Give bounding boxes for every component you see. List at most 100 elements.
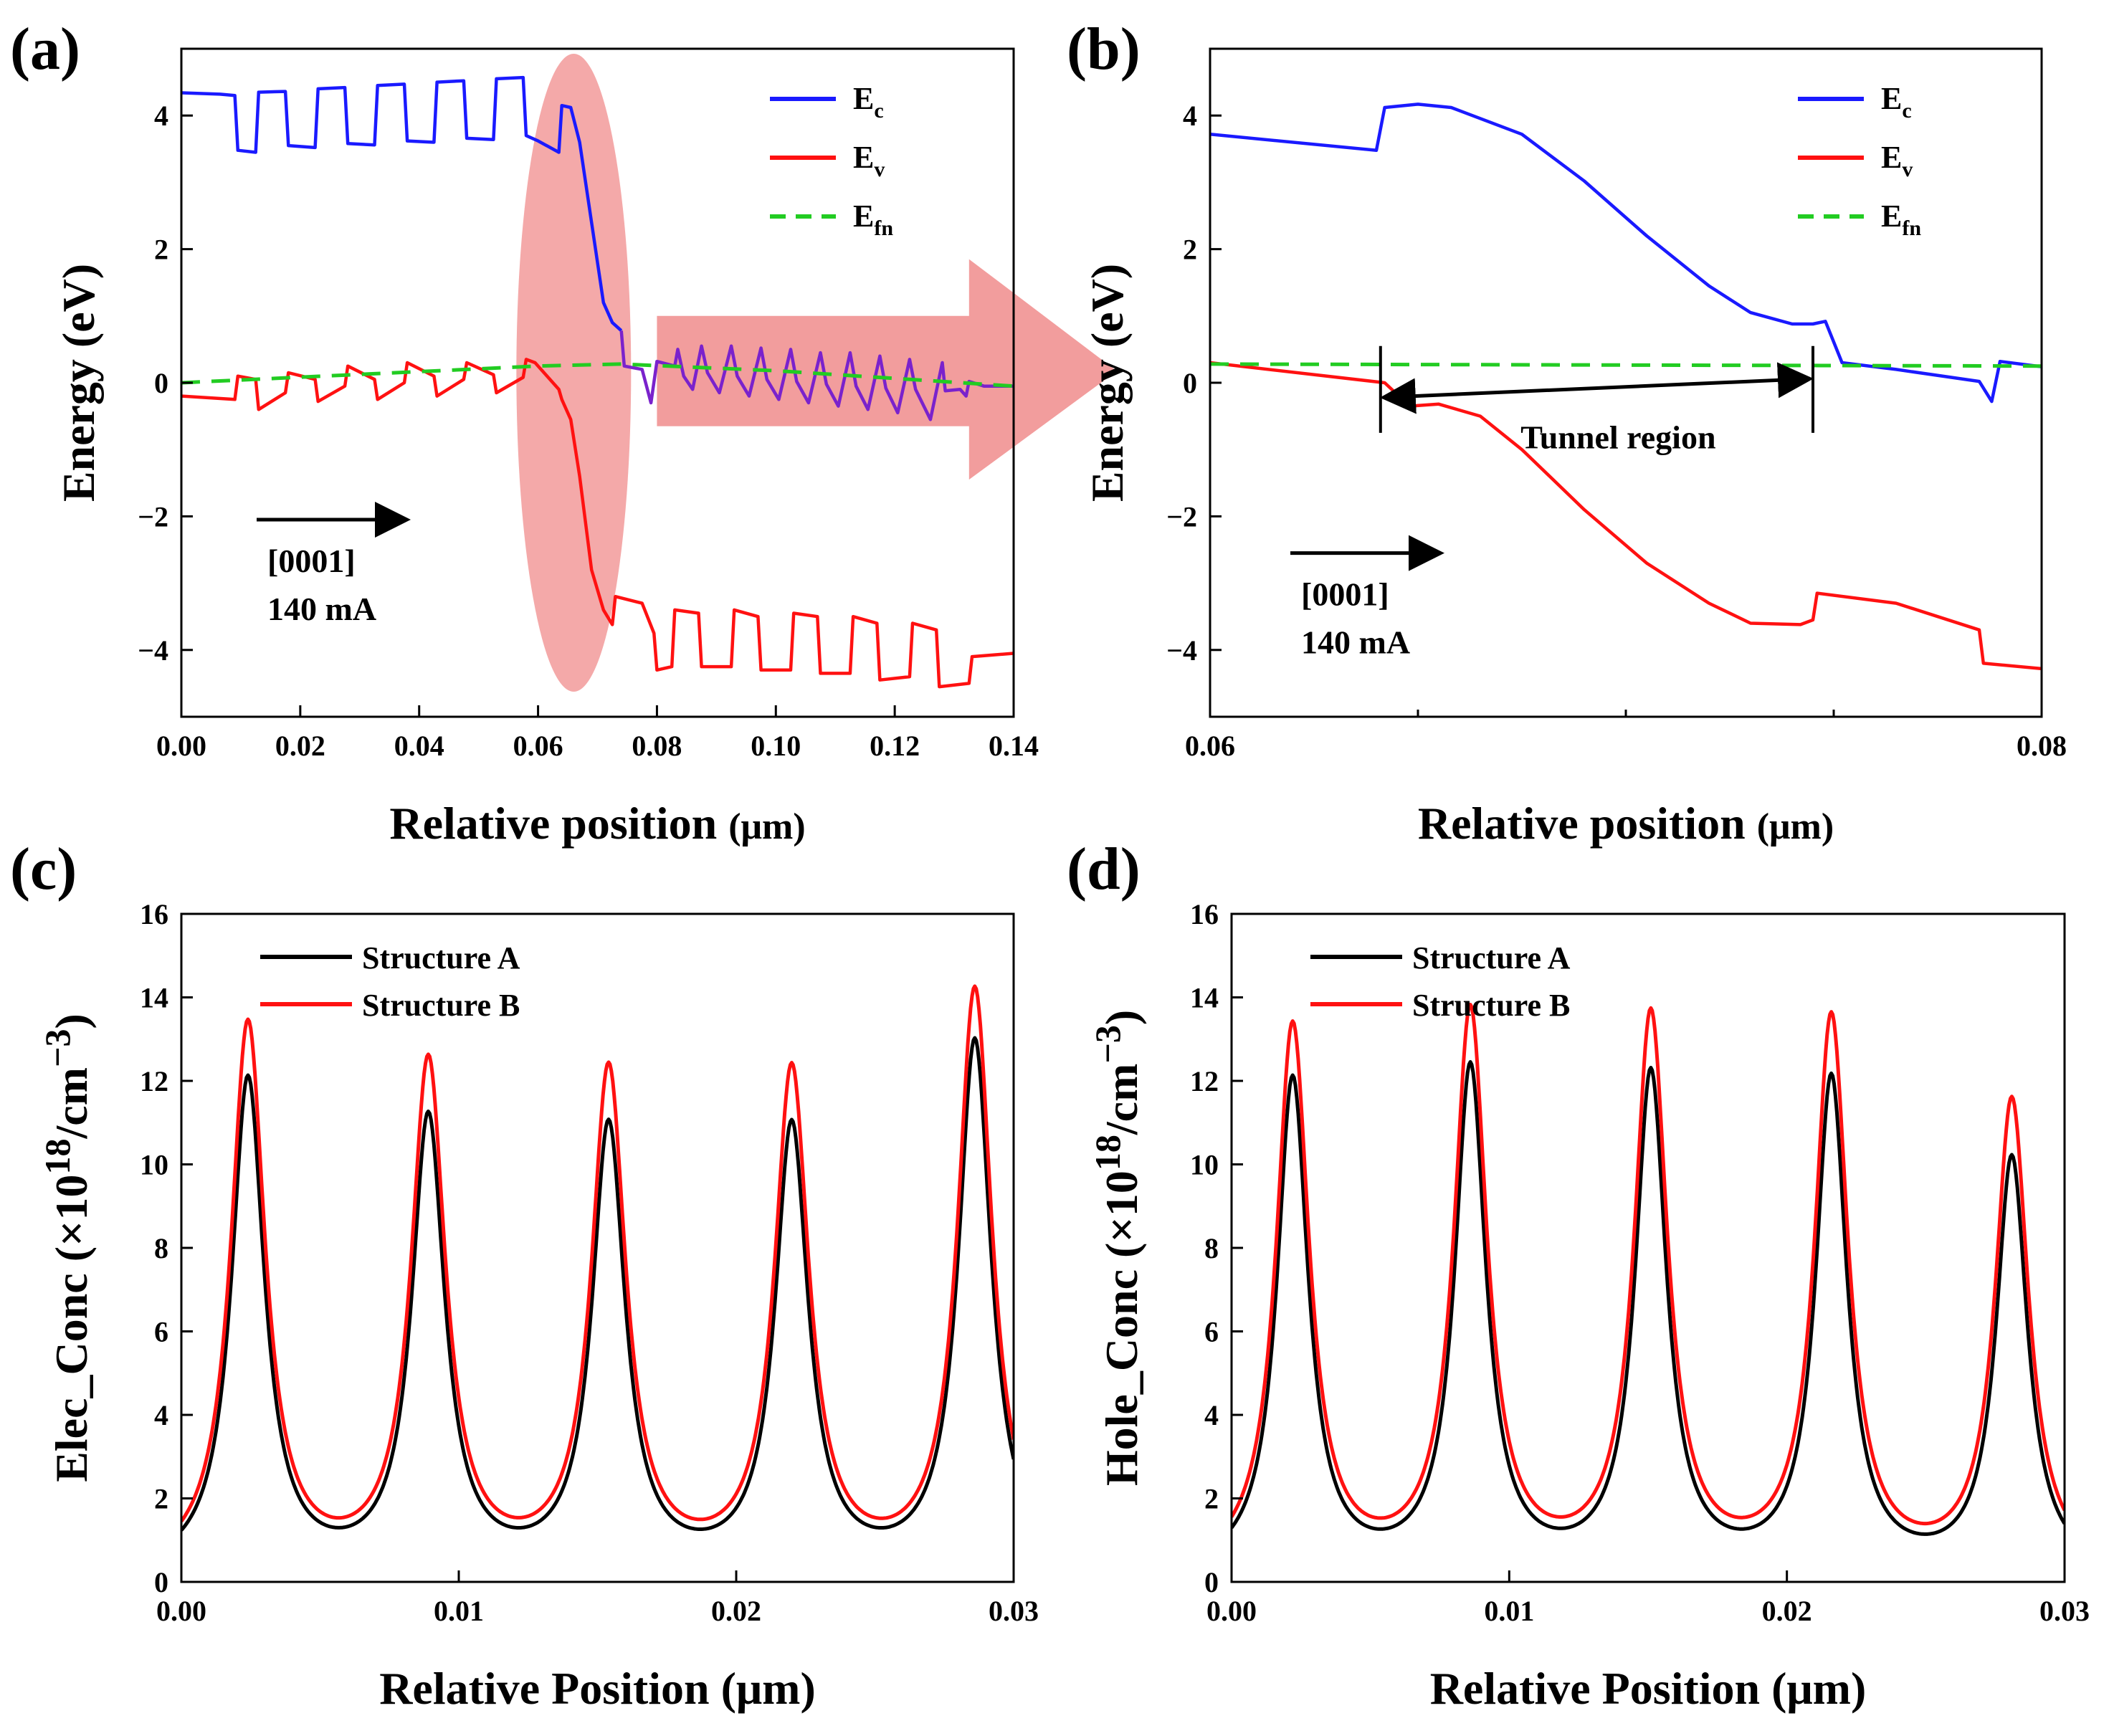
label-part: c	[1902, 99, 1911, 123]
series-line-efn	[181, 362, 1014, 388]
series-line-structure-b	[181, 984, 1014, 1522]
current-label: 140 mA	[1301, 624, 1410, 661]
x-tick-label: 0.01	[434, 1595, 484, 1627]
label-part: )	[46, 1014, 97, 1029]
y-tick-label: −2	[1166, 500, 1197, 533]
x-tick-label: 0.08	[632, 730, 682, 762]
curves	[1232, 1003, 2065, 1536]
y-tick-label: 12	[140, 1065, 168, 1097]
series-line-structure-a	[1232, 1060, 2065, 1536]
tunnel-arrow	[1379, 362, 1814, 414]
label-part: )	[1096, 1010, 1147, 1025]
y-tick-label: 2	[1183, 234, 1197, 266]
label-part: E	[1881, 140, 1902, 175]
series-line-ec_mixed	[619, 330, 1014, 421]
legend-label: Structure A	[362, 940, 520, 976]
label-part: c	[874, 99, 883, 123]
legend-label: Ec	[853, 81, 884, 123]
x-tick-label: 0.12	[870, 730, 920, 762]
legend-label: Ev	[1881, 140, 1913, 181]
x-tick-label: 0.03	[2039, 1595, 2090, 1627]
x-axis-label: Relative Position (μm)	[379, 1663, 816, 1714]
legend-label: Ec	[1881, 81, 1912, 123]
series-line-efn	[1210, 362, 2042, 368]
y-axis-label: Hole_Conc (×1018/cm−3)	[1087, 1010, 1147, 1486]
y-tick-label: 0	[154, 367, 168, 399]
label-part: v	[1902, 158, 1913, 181]
x-tick-label: 0.02	[1762, 1595, 1812, 1627]
y-tick-label: 4	[1204, 1399, 1219, 1431]
y-tick-label: 16	[140, 898, 168, 930]
label-part: /cm	[1096, 1064, 1147, 1136]
y-tick-label: 8	[1204, 1232, 1219, 1264]
label-part: Hole_Conc (×10	[1096, 1170, 1147, 1486]
y-tick-label: 0	[1204, 1566, 1219, 1598]
y-tick-label: −4	[1166, 634, 1197, 667]
panel-c: (c) 0.00 0.01 0.02 0.03 0 2 4 6 8 10 12 14 16 Relative…	[10, 836, 1039, 1714]
legend-label: Structure A	[1412, 940, 1571, 976]
x-tick-label: 0.01	[1484, 1595, 1534, 1627]
x-tick-label: 0.02	[711, 1595, 761, 1627]
y-tick-label: 14	[1190, 982, 1219, 1014]
curves	[181, 984, 1014, 1532]
series-line-ec	[1210, 102, 2042, 404]
y-axis-label: Energy (eV)	[1082, 264, 1133, 502]
x-axis-label: Relative position (μm)	[389, 798, 805, 849]
y-tick-label: −2	[138, 500, 168, 533]
series-line-structure-a	[181, 1036, 1014, 1532]
label-part: 18	[1087, 1135, 1128, 1170]
y-axis-label: Energy (eV)	[53, 264, 104, 502]
y-tick-label: 4	[154, 100, 168, 132]
y-tick-label: 14	[140, 982, 168, 1014]
x-tick-label: 0.00	[156, 1595, 206, 1627]
label-part: −3	[37, 1029, 77, 1068]
y-tick-label: 8	[154, 1232, 168, 1264]
panel-d: (d) 0.00 0.01 0.02 0.03 0 2 4 6 8 10 12 14 16 Relative…	[1067, 836, 2090, 1714]
series-line-ec	[181, 75, 623, 332]
panel-label: (a)	[10, 16, 80, 82]
label-part: Relative position	[1418, 798, 1757, 849]
direction-label: [0001]	[1301, 576, 1389, 613]
y-tick-label: 0	[154, 1566, 168, 1598]
x-tick-label: 0.06	[1185, 730, 1235, 762]
y-tick-label: 4	[1183, 100, 1197, 132]
series-line-structure-b	[1232, 1003, 2065, 1526]
y-tick-label: 16	[1190, 898, 1219, 930]
label-part: −3	[1087, 1025, 1128, 1064]
x-tick-label: 0.00	[156, 730, 206, 762]
y-tick-label: 6	[1204, 1316, 1219, 1348]
y-tick-label: 4	[154, 1399, 168, 1431]
x-tick-label: 0.06	[513, 730, 563, 762]
x-tick-label: 0.04	[394, 730, 444, 762]
label-part: /cm	[46, 1067, 97, 1140]
x-axis-label: Relative position (μm)	[1418, 798, 1834, 849]
y-tick-label: −4	[138, 634, 168, 667]
label-part: (μm)	[1757, 806, 1834, 847]
x-axis-label: Relative Position (μm)	[1430, 1663, 1867, 1714]
y-tick-label: 10	[1190, 1149, 1219, 1181]
panel-label: (c)	[10, 836, 77, 902]
y-tick-label: 2	[154, 1483, 168, 1515]
series-line-ev	[1210, 361, 2042, 671]
legend-label: Ev	[853, 140, 885, 181]
curves	[181, 75, 1014, 689]
legend-label: Structure B	[362, 988, 520, 1023]
x-tick-label: 0.03	[989, 1595, 1039, 1627]
panel-a: (a) 0.00 0.02 0.04 0.06 0.08 0.10 0.12 0.14 −4 −2 0…	[10, 16, 1117, 849]
y-tick-label: 12	[1190, 1065, 1219, 1097]
legend: Ec Ev Efn	[770, 81, 893, 240]
legend-label: Efn	[853, 199, 893, 240]
panel-b: (b) 0.06 0.08 −4 −2 0 2 4 Relative position (μm)…	[1067, 16, 2067, 849]
y-axis-label: Elec_Conc (×1018/cm−3)	[37, 1014, 97, 1482]
label-part: E	[853, 199, 874, 234]
tunnel-region-label: Tunnel region	[1520, 419, 1715, 455]
label-part: 18	[37, 1139, 77, 1175]
label-part: (μm)	[728, 806, 805, 847]
highlight-ellipse	[516, 54, 632, 692]
legend: Structure A Structure B	[260, 940, 520, 1023]
x-tick-label: 0.00	[1206, 1595, 1257, 1627]
x-tick-label: 0.08	[2017, 730, 2067, 762]
x-tick-label: 0.10	[751, 730, 801, 762]
